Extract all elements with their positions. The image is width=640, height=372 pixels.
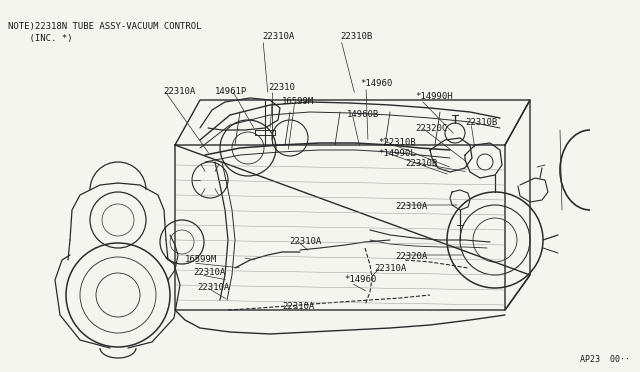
Text: 22310A: 22310A — [374, 264, 406, 273]
Text: *14960: *14960 — [344, 275, 376, 284]
Text: NOTE)22318N TUBE ASSY-VACUUM CONTROL: NOTE)22318N TUBE ASSY-VACUUM CONTROL — [8, 22, 202, 31]
Text: *14990H: *14990H — [415, 92, 452, 101]
Text: (INC. *): (INC. *) — [8, 34, 72, 43]
Text: 22310A: 22310A — [395, 202, 428, 211]
Text: *14990L: *14990L — [378, 149, 415, 158]
Text: 22310A: 22310A — [262, 32, 294, 41]
Text: 22310A: 22310A — [193, 268, 225, 277]
Text: *14960: *14960 — [360, 79, 392, 88]
Text: 22310B: 22310B — [340, 32, 372, 41]
Text: 22320A: 22320A — [395, 252, 428, 261]
Text: 22310: 22310 — [268, 83, 295, 92]
Text: 22310B: 22310B — [465, 118, 497, 127]
Text: *22310B: *22310B — [378, 138, 415, 147]
Text: 14960B: 14960B — [347, 110, 380, 119]
Text: 22310A: 22310A — [282, 302, 314, 311]
Text: 22310A: 22310A — [289, 237, 321, 246]
Text: 22310A: 22310A — [163, 87, 195, 96]
Text: 16599M: 16599M — [282, 97, 314, 106]
Text: 22310B: 22310B — [405, 159, 437, 168]
Text: 22310A: 22310A — [197, 283, 229, 292]
Text: 16599M: 16599M — [185, 255, 217, 264]
Text: AP23  00··: AP23 00·· — [580, 355, 630, 364]
Text: 22320C: 22320C — [415, 124, 447, 133]
Text: 14961P: 14961P — [215, 87, 247, 96]
